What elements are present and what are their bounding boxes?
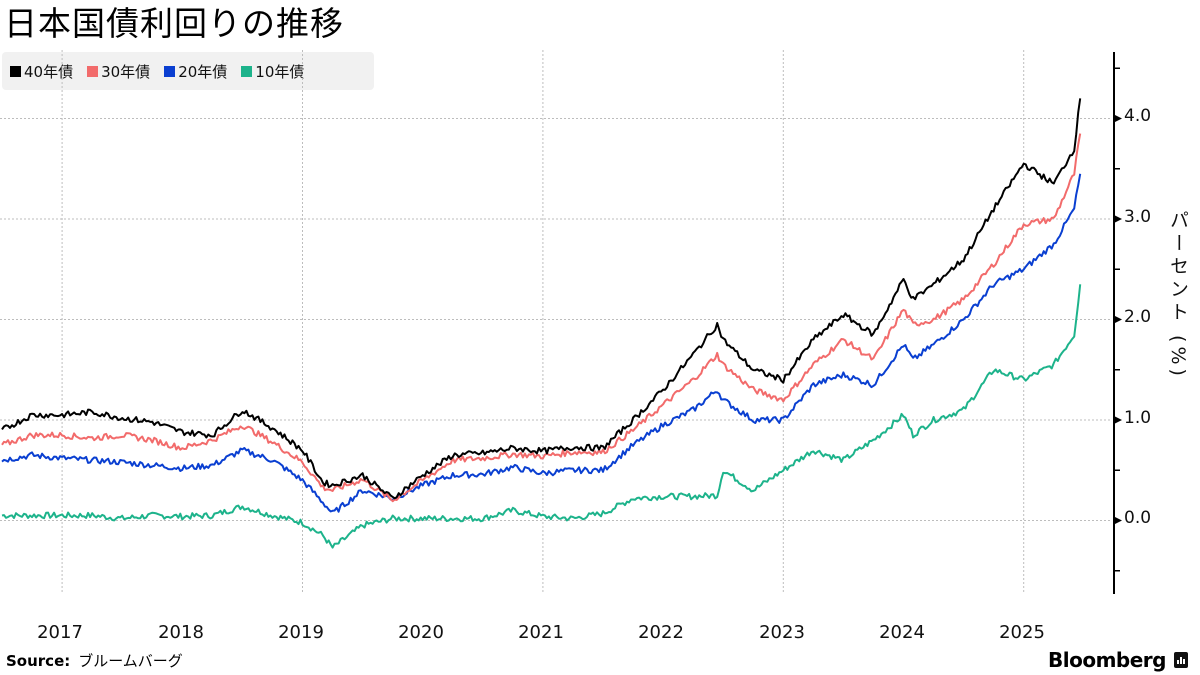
chart-title: 日本国債利回りの推移 [4,4,344,43]
legend-swatch-30y [87,65,99,77]
legend-label-40y: 40年債 [24,62,74,81]
legend-swatch-20y [164,65,176,77]
x-tick-2023: 2023 [759,622,805,643]
x-tick-2018: 2018 [158,622,204,643]
legend-swatch-40y [10,65,21,77]
x-tick-2024: 2024 [879,622,925,643]
series-line [1,173,1082,513]
y-axis [1113,52,1122,594]
legend-label-30y: 30年債 [101,62,151,81]
y-tick-1: 1.0 [1124,408,1152,428]
x-tick-2021: 2021 [518,622,564,643]
x-tick-2020: 2020 [398,622,444,643]
legend-label-20y: 20年債 [178,62,228,81]
series-line [1,98,1082,500]
bloomberg-logo: Bloomberg [1048,648,1188,672]
series-line [1,284,1082,549]
legend-swatch-10y [241,65,253,77]
series-lines [1,98,1082,549]
bloomberg-chart-icon [1173,652,1188,668]
gridlines [0,50,1112,594]
source-value: ブルームバーグ [78,652,183,670]
x-tick-2025: 2025 [999,622,1045,643]
y-axis-label: パーセント (%) [1167,210,1189,380]
y-tick-2: 2.0 [1124,307,1152,327]
x-tick-2022: 2022 [638,622,684,643]
y-major-tick-marker [1114,114,1122,123]
x-tick-2019: 2019 [278,622,324,643]
y-major-tick-marker [1114,416,1122,424]
y-major-tick-marker [1114,516,1122,525]
y-tick-0: 0.0 [1124,508,1152,528]
y-major-tick-marker [1114,215,1122,223]
brand-text: Bloomberg [1048,648,1166,672]
legend-label-10y: 10年債 [255,62,305,81]
x-tick-2017: 2017 [37,622,83,643]
legend-item-40y: 40年債 [10,61,73,82]
y-tick-3: 3.0 [1124,207,1152,227]
source-note: Source: ブルームバーグ [6,650,183,671]
source-label: Source: [6,652,71,670]
legend: 40年債 30年債 20年債 10年債 [2,52,374,90]
legend-item-30y: 30年債 [87,61,150,82]
legend-item-20y: 20年債 [164,61,227,82]
y-tick-4: 4.0 [1124,106,1152,126]
y-major-tick-marker [1114,315,1122,324]
series-line [1,133,1082,503]
legend-item-10y: 10年債 [241,61,304,82]
